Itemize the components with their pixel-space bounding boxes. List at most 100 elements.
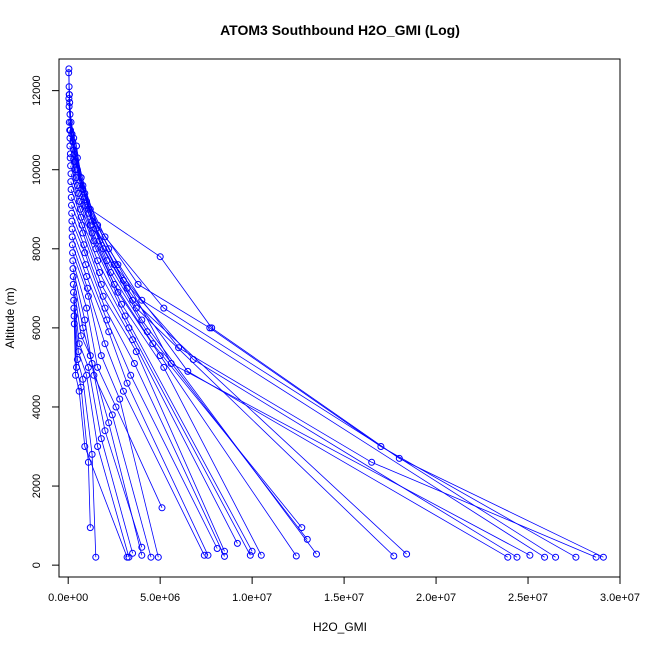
y-tick-label: 8000 — [31, 237, 43, 261]
data-point — [77, 213, 85, 221]
data-point — [66, 150, 74, 158]
plot-area — [65, 65, 607, 561]
data-point — [599, 553, 607, 561]
data-point — [66, 154, 74, 162]
data-point — [67, 170, 75, 178]
data-point — [86, 524, 94, 532]
data-point — [119, 387, 127, 395]
data-point — [138, 296, 146, 304]
data-point — [175, 344, 183, 352]
series-line — [69, 145, 395, 557]
series-profile-8 — [66, 126, 512, 561]
x-axis-label: H2O_GMI — [313, 620, 367, 634]
series-line — [68, 122, 518, 558]
x-tick-label: 1.5e+07 — [324, 592, 364, 604]
x-tick-label: 5.0e+06 — [140, 592, 180, 604]
data-point — [221, 547, 228, 555]
data-point — [138, 551, 146, 559]
data-point — [68, 241, 76, 249]
data-point — [248, 547, 256, 555]
data-point — [156, 352, 164, 360]
series-line — [72, 252, 159, 558]
series-profile-6 — [65, 103, 534, 559]
data-point — [69, 257, 77, 265]
data-point — [313, 550, 320, 558]
data-point — [149, 340, 157, 348]
data-point — [81, 443, 89, 450]
data-point — [65, 91, 73, 99]
data-point — [86, 352, 94, 360]
series-profile-28 — [69, 280, 146, 551]
data-point — [147, 553, 155, 561]
data-point — [160, 363, 168, 371]
data-point — [94, 257, 102, 265]
data-point — [221, 552, 228, 560]
series-line — [73, 300, 130, 558]
data-point — [67, 162, 75, 170]
data-point — [80, 241, 88, 249]
data-point — [73, 356, 81, 363]
series-line — [73, 308, 97, 558]
data-point — [67, 178, 75, 186]
y-tick-label: 2000 — [31, 474, 43, 498]
series-profile-32 — [70, 312, 94, 532]
data-point — [105, 419, 113, 427]
data-point — [65, 83, 73, 91]
data-point — [504, 553, 512, 561]
data-point — [69, 280, 77, 288]
data-point — [158, 504, 166, 512]
series-profile-12 — [66, 154, 311, 543]
data-point — [70, 288, 77, 296]
data-point — [541, 553, 549, 561]
series-profile-11 — [66, 150, 320, 558]
data-point — [68, 225, 76, 233]
data-point — [132, 348, 140, 356]
data-point — [94, 363, 102, 371]
data-point — [69, 265, 77, 273]
data-point — [123, 379, 131, 387]
series-line — [73, 292, 133, 554]
data-point — [292, 552, 300, 560]
data-point — [118, 300, 125, 308]
y-axis: 0 2000 4000 6000 8000 10000 12000 — [31, 75, 60, 568]
series-line — [72, 284, 143, 548]
series-line — [69, 130, 509, 558]
data-point — [303, 535, 311, 543]
y-tick-label: 0 — [31, 562, 43, 568]
series-line — [68, 68, 597, 558]
data-point — [70, 304, 78, 312]
data-point — [129, 296, 137, 304]
series-line — [70, 181, 262, 556]
x-tick-label: 0.0e+00 — [48, 592, 88, 604]
data-point — [75, 197, 83, 205]
data-point — [129, 549, 137, 557]
x-tick-label: 2.5e+07 — [508, 592, 548, 604]
series-profile-22 — [68, 233, 212, 559]
data-point — [69, 249, 77, 257]
data-point — [206, 324, 214, 332]
data-point — [138, 543, 146, 551]
y-tick-label: 10000 — [31, 154, 43, 185]
data-point — [70, 312, 78, 320]
data-point — [68, 209, 76, 217]
data-point — [572, 553, 580, 561]
data-point — [73, 363, 80, 371]
data-point — [377, 443, 385, 450]
data-point — [123, 553, 131, 561]
series-line — [68, 94, 556, 558]
plot-frame — [58, 58, 621, 578]
data-point — [75, 387, 83, 395]
series-profile-20 — [68, 217, 228, 560]
data-point — [160, 304, 168, 312]
data-point — [70, 320, 78, 328]
series-line — [73, 323, 128, 558]
data-point — [79, 375, 87, 383]
data-point — [99, 292, 107, 300]
y-tick-label: 6000 — [31, 316, 43, 340]
data-point — [88, 450, 96, 458]
data-point — [84, 284, 91, 292]
data-point — [65, 118, 73, 126]
series-line — [71, 205, 238, 544]
y-axis-label: Altitude (m) — [3, 287, 17, 348]
